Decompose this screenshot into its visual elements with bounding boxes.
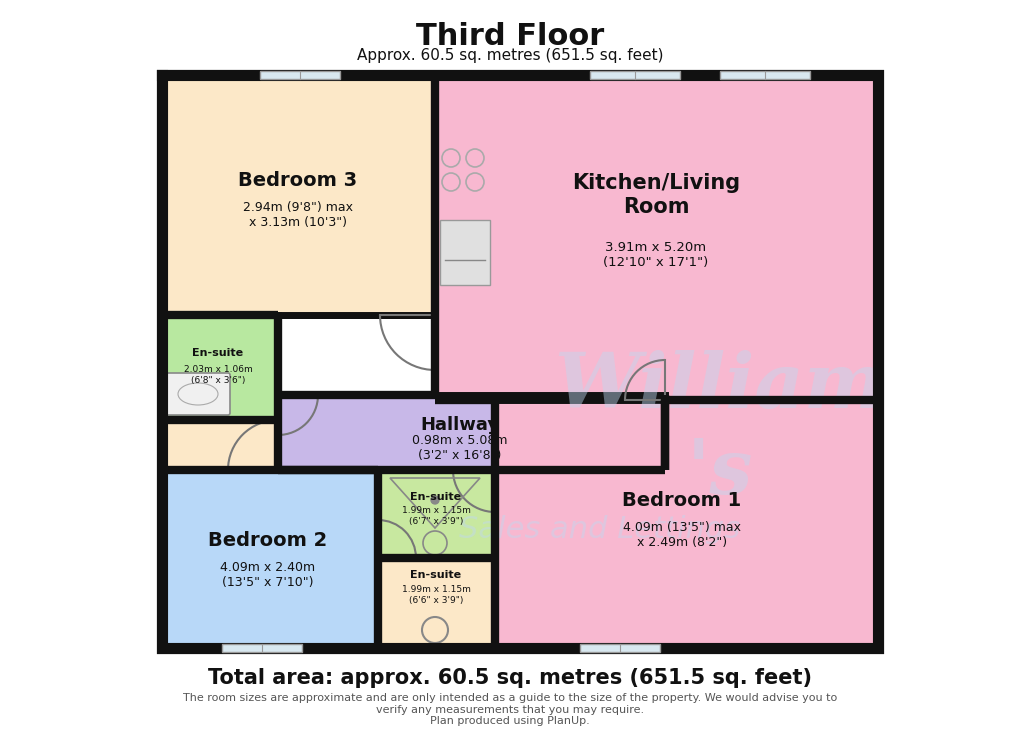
Bar — [589, 71, 680, 79]
Text: Sales and Lettings: Sales and Lettings — [459, 516, 740, 545]
Bar — [580, 644, 659, 652]
Bar — [494, 400, 877, 648]
Text: Bedroom 1: Bedroom 1 — [622, 490, 741, 510]
Bar — [162, 420, 278, 470]
Bar — [162, 75, 434, 315]
Text: Kitchen/Living
Room: Kitchen/Living Room — [572, 174, 740, 217]
Text: En-suite: En-suite — [193, 348, 244, 358]
Bar — [378, 470, 494, 558]
Bar — [494, 400, 877, 648]
Text: En-suite: En-suite — [410, 492, 462, 502]
Text: 2.03m x 1.06m
(6'8" x 3'6"): 2.03m x 1.06m (6'8" x 3'6") — [183, 365, 252, 384]
Text: 4.09m (13'5") max
x 2.49m (8'2"): 4.09m (13'5") max x 2.49m (8'2") — [623, 521, 740, 549]
Bar — [162, 315, 278, 420]
Text: Total area: approx. 60.5 sq. metres (651.5 sq. feet): Total area: approx. 60.5 sq. metres (651… — [208, 668, 811, 688]
Polygon shape — [162, 75, 877, 648]
Bar — [162, 420, 278, 470]
Text: 2.94m (9'8") max
x 3.13m (10'3"): 2.94m (9'8") max x 3.13m (10'3") — [243, 201, 353, 229]
Bar — [162, 470, 378, 648]
Bar — [434, 75, 877, 400]
Bar — [378, 558, 494, 648]
Text: Approx. 60.5 sq. metres (651.5 sq. feet): Approx. 60.5 sq. metres (651.5 sq. feet) — [357, 48, 662, 63]
Circle shape — [431, 496, 438, 504]
Text: En-suite: En-suite — [410, 570, 462, 580]
Bar — [162, 470, 378, 648]
Bar — [719, 71, 809, 79]
Bar — [260, 71, 339, 79]
Text: The room sizes are approximate and are only intended as a guide to the size of t: The room sizes are approximate and are o… — [182, 693, 837, 726]
Bar — [439, 220, 489, 285]
Text: Hallway: Hallway — [420, 416, 499, 434]
FancyBboxPatch shape — [166, 373, 229, 415]
Text: Third Floor: Third Floor — [416, 22, 603, 51]
Text: 3.91m x 5.20m
(12'10" x 17'1"): 3.91m x 5.20m (12'10" x 17'1") — [603, 241, 708, 269]
Text: 1.99m x 1.15m
(6'6" x 3'9"): 1.99m x 1.15m (6'6" x 3'9") — [401, 585, 470, 605]
Bar — [378, 470, 494, 558]
Bar — [162, 315, 278, 420]
Bar — [378, 558, 494, 648]
Text: William
's: William 's — [554, 350, 884, 510]
Bar — [434, 75, 877, 400]
Bar — [162, 75, 434, 315]
Bar — [278, 395, 664, 470]
Text: Bedroom 2: Bedroom 2 — [208, 531, 327, 550]
Text: Bedroom 3: Bedroom 3 — [238, 171, 358, 189]
Text: 1.99m x 1.15m
(6'7" x 3'9"): 1.99m x 1.15m (6'7" x 3'9") — [401, 506, 470, 525]
Text: 4.09m x 2.40m
(13'5" x 7'10"): 4.09m x 2.40m (13'5" x 7'10") — [220, 561, 315, 589]
Bar — [222, 644, 302, 652]
Bar — [278, 395, 664, 470]
Text: 0.98m x 5.08m
(3'2" x 16'8"): 0.98m x 5.08m (3'2" x 16'8") — [412, 434, 507, 462]
